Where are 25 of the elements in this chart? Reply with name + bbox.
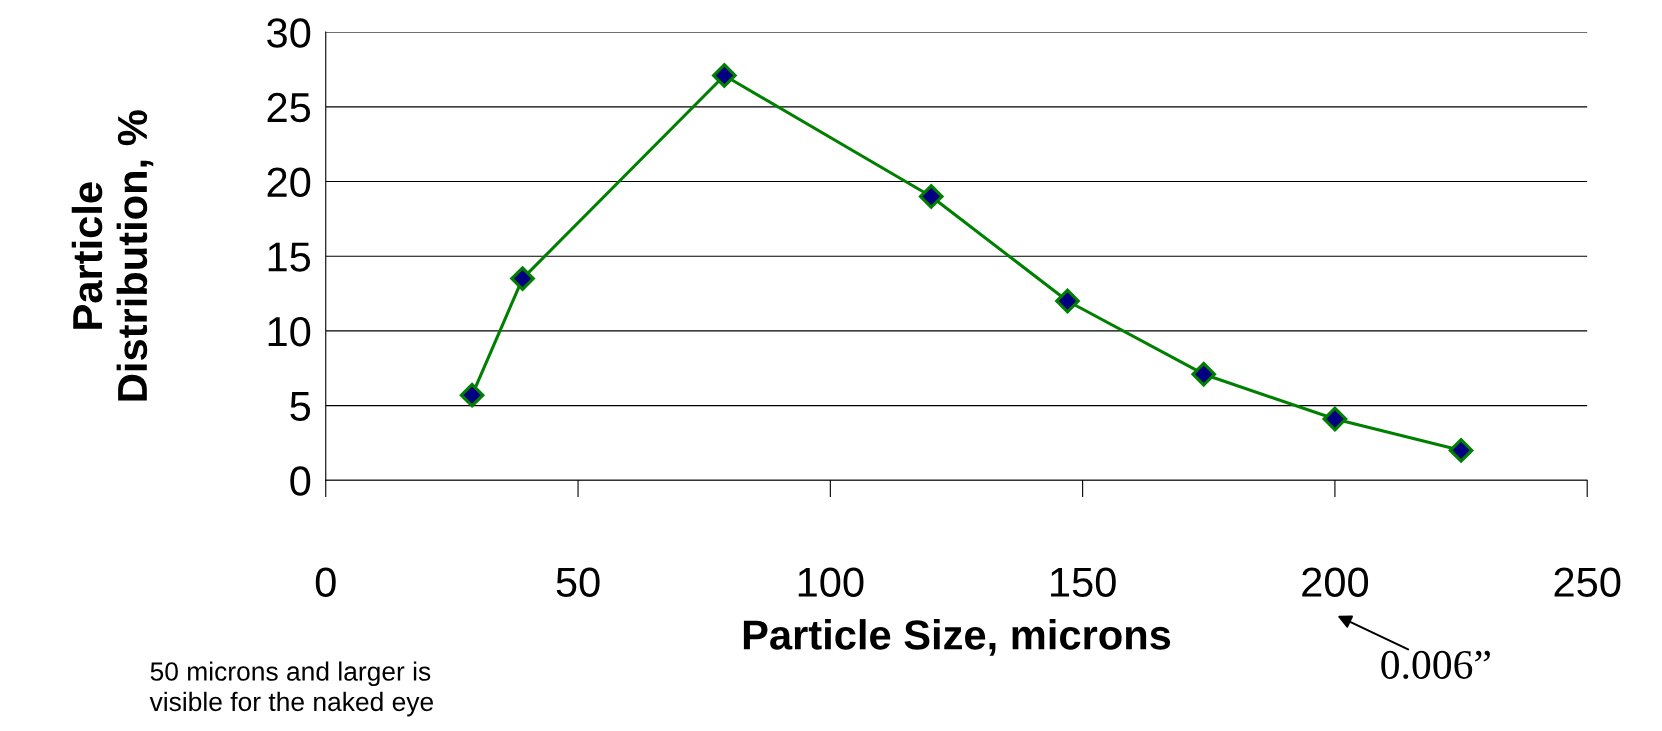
x-tick-label: 200 bbox=[1302, 567, 1369, 597]
text: 0.006” bbox=[1381, 650, 1490, 680]
point bbox=[459, 382, 485, 408]
y-tick-label: 10 bbox=[268, 316, 311, 347]
x-tick-label: 250 bbox=[1554, 567, 1621, 597]
y-axis-title: Particle Distribution, % bbox=[71, 110, 154, 401]
point bbox=[510, 266, 535, 291]
x-tick-label: 50 bbox=[556, 567, 600, 597]
y-tick-label: 5 bbox=[290, 392, 311, 422]
y-tick-label: 0 bbox=[290, 466, 311, 496]
x-tick-label: 0 bbox=[315, 567, 336, 597]
x-axis-title: Particle Size, microns bbox=[743, 619, 1171, 656]
point bbox=[1055, 288, 1080, 314]
point bbox=[1448, 438, 1474, 463]
x-tick-label: 100 bbox=[798, 567, 864, 597]
y-tick-label: 25 bbox=[267, 92, 311, 123]
text: 50 microns and larger is visible for the naked eye bbox=[149, 661, 433, 717]
y-tick-label: 15 bbox=[268, 242, 311, 272]
x-tick-label: 150 bbox=[1051, 567, 1116, 597]
point bbox=[712, 63, 737, 88]
point bbox=[1191, 361, 1217, 387]
y-tick-label: 30 bbox=[267, 18, 311, 48]
y-tick-label: 20 bbox=[267, 167, 311, 198]
point bbox=[1322, 406, 1348, 432]
point bbox=[918, 184, 944, 209]
